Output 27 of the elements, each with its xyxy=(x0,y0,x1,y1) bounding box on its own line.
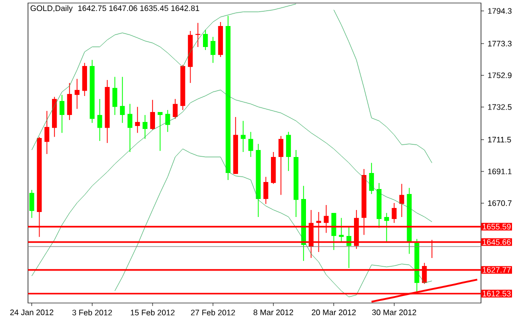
candlestick xyxy=(60,94,64,134)
candlestick xyxy=(150,99,155,130)
candlestick xyxy=(392,202,397,224)
candlestick xyxy=(399,183,404,218)
candlestick xyxy=(195,22,200,48)
candlestick xyxy=(120,76,125,124)
candlestick xyxy=(240,120,246,152)
candlestick xyxy=(67,82,72,120)
candlestick xyxy=(384,212,390,242)
candlestick xyxy=(172,98,178,120)
candlestick xyxy=(29,190,34,218)
candlestick xyxy=(128,104,132,152)
candlestick xyxy=(278,136,284,196)
candlestick xyxy=(97,98,102,142)
candlestick xyxy=(142,114,148,140)
candlestick xyxy=(210,36,216,64)
candlestick xyxy=(74,78,80,110)
candlestick xyxy=(44,110,50,154)
candlestick xyxy=(248,132,254,158)
candlestick xyxy=(286,132,291,172)
candlestick xyxy=(263,176,268,204)
candlestick xyxy=(369,162,374,194)
candlestick xyxy=(135,106,140,134)
candlestick xyxy=(203,30,208,50)
candlestick xyxy=(112,76,118,116)
candlestick xyxy=(338,218,344,242)
candlestick xyxy=(158,112,163,152)
